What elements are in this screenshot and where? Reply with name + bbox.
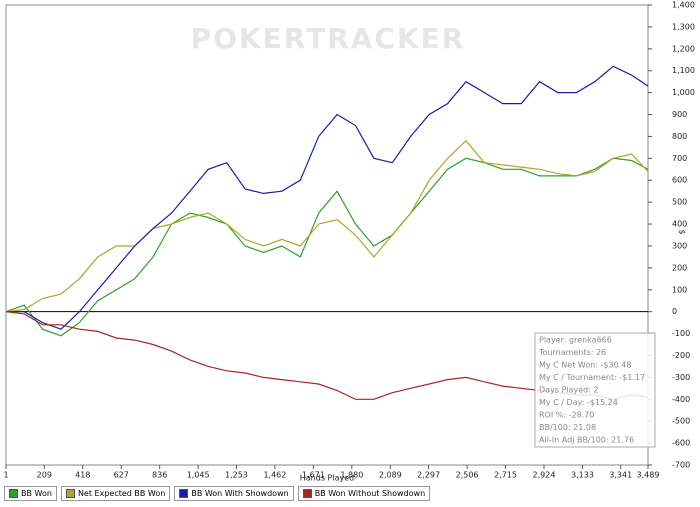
legend-label: BB Won Without Showdown [314,489,426,498]
x-tick-label: 1,880 [340,471,363,480]
legend-swatch [65,489,75,498]
y-tick-label: 800 [672,132,687,141]
y-tick-label: -300 [672,373,690,382]
x-tick-label: 2,297 [417,471,440,480]
legend-item: Net Expected BB Won [60,486,171,501]
stats-line: My C / Day: -$15.24 [539,398,618,407]
x-tick-label: 3,341 [609,471,632,480]
legend-label: Net Expected BB Won [77,489,166,498]
y-tick-label: -700 [672,461,690,470]
y-tick-label: -200 [672,351,690,360]
legend-swatch [9,489,18,498]
stats-line: Tournaments: 26 [538,348,606,357]
legend-label: BB Won With Showdown [191,489,289,498]
legend-item: BB Won Without Showdown [297,486,431,501]
legend-swatch [179,489,189,498]
x-tick-label: 418 [75,471,90,480]
stats-line: Days Played: 2 [539,386,599,395]
y-tick-label: 900 [672,110,687,119]
series-line [5,157,649,337]
y-tick-label: -600 [672,439,690,448]
series-line [6,65,649,330]
stats-line: My C / Tournament: -$1.17 [539,373,645,382]
y-tick-label: 1,000 [672,88,695,97]
legend-label: BB Won [21,489,52,498]
x-tick-label: 2,924 [533,471,556,480]
x-tick-label: 1,462 [263,471,286,480]
x-tick-label: 3,133 [571,471,594,480]
y-tick-label: 300 [672,241,687,250]
stats-line: BB/100: 21.08 [539,423,596,432]
y-tick-label: 1,400 [672,1,695,10]
legend: BB Won Net Expected BB Won BB Won With Sho… [4,486,431,501]
legend-item: BB Won [4,486,57,501]
y-tick-label: -100 [672,329,690,338]
legend-swatch [302,489,312,498]
chart: POKERTRACKER Hands Played $ -700 -600 -500… [3,1,695,483]
x-tick-label: 2,506 [456,471,479,480]
y-tick-label: 1,300 [672,22,695,31]
y-tick-label: 1,200 [672,44,695,53]
x-tick-label: 627 [114,471,129,480]
series-line [5,139,649,313]
x-tick-label: 1,045 [187,471,210,480]
x-tick-label: 1,671 [302,471,325,480]
y-axis-label: $ [678,229,687,234]
x-tick-label: 1 [3,471,8,480]
legend-item: BB Won With Showdown [174,486,294,501]
y-tick-label: 500 [672,198,687,207]
y-tick-label: -400 [672,395,690,404]
x-tick-label: 2,089 [379,471,402,480]
y-tick-label: 600 [672,176,687,185]
y-tick-label: 0 [672,307,677,316]
y-tick-label: -500 [672,417,690,426]
stats-line: ROI %: -28.70 [539,411,594,420]
x-tick-label: 1,253 [225,471,248,480]
x-tick-label: 836 [152,471,167,480]
x-tick-label: 209 [37,471,52,480]
y-tick-label: 200 [672,263,687,272]
stats-line: My C Net Won: -$30.48 [539,361,631,370]
y-tick-label: 400 [672,220,687,229]
y-tick-label: 100 [672,285,687,294]
stats-line: All-In Adj BB/100: 21.76 [539,436,634,445]
stats-line: Player: grenka666 [539,336,612,345]
x-axis-label: Hands Played [300,474,354,483]
y-tick-label: 1,100 [672,66,695,75]
stats-box [534,332,656,448]
x-tick-label: 2,715 [494,471,517,480]
plot-frame [5,4,649,466]
watermark: POKERTRACKER [191,22,466,55]
x-tick-label: 3,489 [637,471,660,480]
y-tick-label: 700 [672,154,687,163]
